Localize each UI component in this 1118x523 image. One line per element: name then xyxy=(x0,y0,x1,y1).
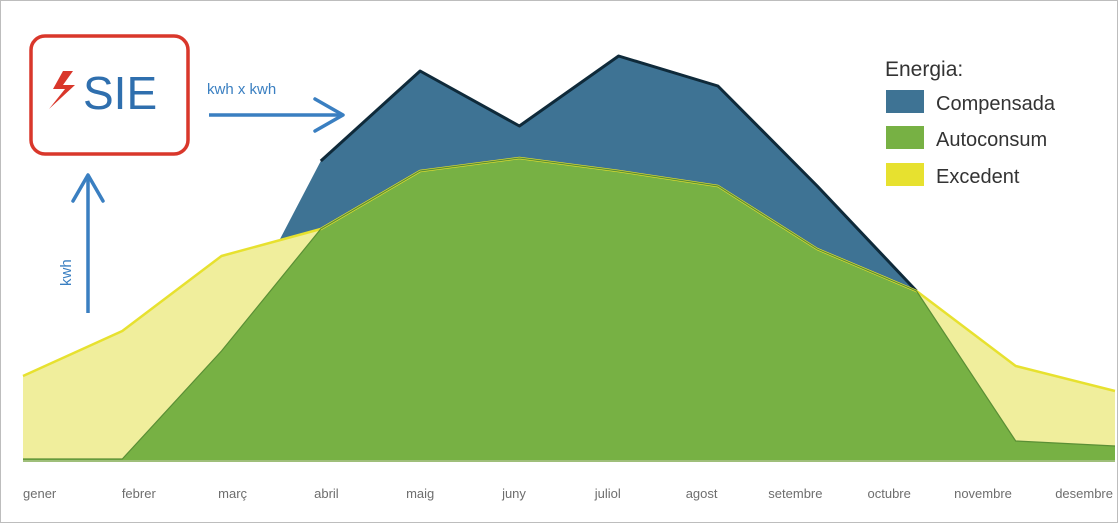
s-bolt-logo-icon xyxy=(49,71,75,109)
x-tick-label: octubre xyxy=(868,486,911,501)
legend-swatch-excedent xyxy=(886,163,924,186)
legend-label-compensada: Compensada xyxy=(936,93,1056,115)
vertical-arrow: kwh xyxy=(58,173,105,313)
legend-swatch-compensada xyxy=(886,90,924,113)
x-tick-label: setembre xyxy=(768,486,822,501)
sie-logo: SIE xyxy=(29,34,190,156)
x-axis-labels: gener febrer març abril maig juny juliol agost s… xyxy=(23,486,1113,501)
area-autoconsum xyxy=(23,158,1115,461)
x-tick-label: juny xyxy=(501,486,526,501)
x-tick-label: març xyxy=(218,486,247,501)
line-compensada xyxy=(319,54,918,293)
x-tick-label: juliol xyxy=(594,486,621,501)
chart-areas xyxy=(22,54,1116,462)
legend-swatch-autoconsum xyxy=(886,126,924,149)
logo-text: SIE xyxy=(83,67,157,119)
legend: Energia: Compensada Autoconsum Excedent xyxy=(885,58,1056,188)
legend-label-autoconsum: Autoconsum xyxy=(936,129,1047,151)
x-tick-label: novembre xyxy=(954,486,1012,501)
line-autoconsum xyxy=(23,157,1116,460)
logo-frame xyxy=(29,34,190,156)
legend-label-excedent: Excedent xyxy=(936,166,1020,188)
legend-title: Energia: xyxy=(885,58,963,81)
x-tick-label: gener xyxy=(23,486,57,501)
x-tick-label: agost xyxy=(686,486,718,501)
arrow-right-icon xyxy=(313,97,345,133)
horizontal-arrow-label: kwh x kwh xyxy=(207,81,276,98)
vertical-arrow-label: kwh xyxy=(58,259,75,286)
arrow-up-icon xyxy=(71,173,105,203)
x-tick-label: desembre xyxy=(1055,486,1113,501)
x-tick-label: febrer xyxy=(122,486,157,501)
horizontal-arrow: kwh x kwh xyxy=(207,81,345,133)
x-tick-label: abril xyxy=(314,486,339,501)
x-tick-label: maig xyxy=(406,486,434,501)
